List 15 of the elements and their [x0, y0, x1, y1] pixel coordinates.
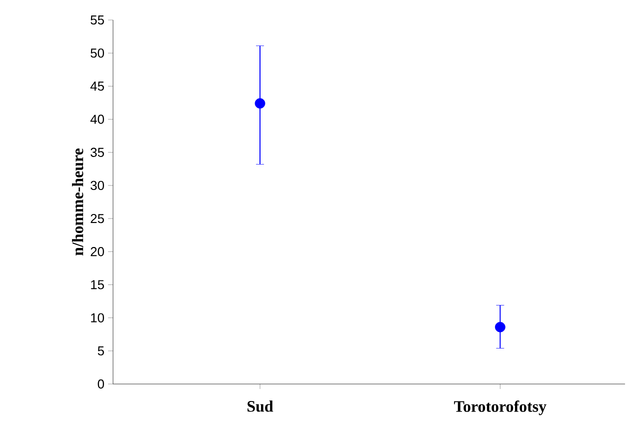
y-tick-label: 30: [90, 180, 104, 190]
y-tick-label: 15: [91, 280, 104, 290]
y-tick-label: 40: [90, 114, 104, 124]
y-axis-title: n/homme-heure: [72, 148, 84, 256]
y-tick-label: 10: [91, 313, 104, 322]
y-tick-label: 50: [90, 48, 104, 58]
x-tick-label: Torotorofotsy: [454, 400, 546, 416]
y-tick-label: 20: [90, 247, 104, 256]
y-tick-label: 25: [90, 214, 104, 224]
y-tick-label: 55: [90, 15, 104, 25]
y-tick-label: 5: [98, 346, 104, 356]
y-tick-label: 0: [98, 379, 104, 389]
x-tick-label: Sud: [248, 400, 274, 412]
y-tick-label: 45: [90, 82, 104, 91]
y-tick-label: 35: [90, 148, 104, 157]
